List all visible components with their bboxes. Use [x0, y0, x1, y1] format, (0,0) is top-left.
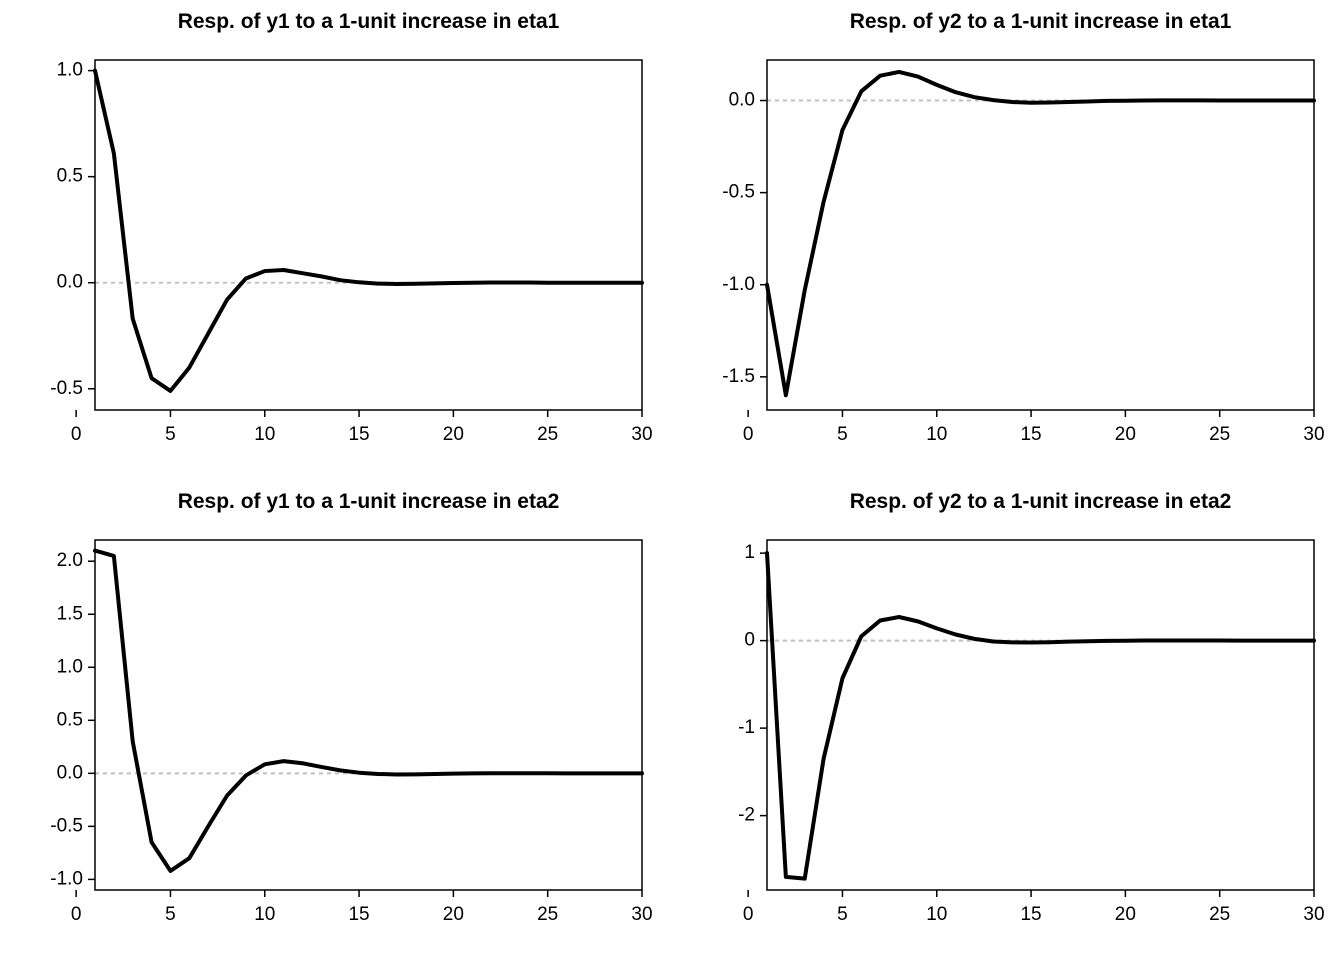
chart-title: Resp. of y1 to a 1-unit increase in eta1	[178, 10, 560, 33]
x-tick-label: 30	[1303, 904, 1324, 925]
x-tick-label: 0	[71, 904, 82, 925]
panel-y1-eta1: Resp. of y1 to a 1-unit increase in eta1…	[0, 0, 672, 480]
y-tick-label: 0.5	[57, 709, 83, 730]
y-tick-label: -2	[738, 805, 755, 826]
y-tick-label: 0	[744, 630, 755, 651]
x-tick-label: 20	[1115, 424, 1136, 445]
x-tick-label: 25	[537, 424, 558, 445]
x-tick-label: 10	[926, 424, 947, 445]
y-tick-label: -0.5	[50, 815, 83, 836]
x-tick-label: 15	[348, 904, 369, 925]
x-tick-label: 10	[254, 904, 275, 925]
x-tick-label: 30	[631, 904, 652, 925]
y-tick-label: 0.0	[729, 90, 755, 111]
chart-grid: Resp. of y1 to a 1-unit increase in eta1…	[0, 0, 1344, 960]
x-tick-label: 25	[537, 904, 558, 925]
y-tick-label: 0.0	[57, 762, 83, 783]
x-tick-label: 15	[1020, 424, 1041, 445]
x-tick-label: 20	[443, 904, 464, 925]
x-tick-label: 20	[1115, 904, 1136, 925]
y-tick-label: 1.5	[57, 603, 83, 624]
panel-y2-eta2: Resp. of y2 to a 1-unit increase in eta2…	[672, 480, 1344, 960]
y-tick-label: 0.0	[57, 272, 83, 293]
x-tick-label: 0	[71, 424, 82, 445]
chart-title: Resp. of y1 to a 1-unit increase in eta2	[178, 490, 560, 513]
x-tick-label: 30	[631, 424, 652, 445]
x-tick-label: 5	[165, 904, 176, 925]
x-tick-label: 10	[254, 424, 275, 445]
x-tick-label: 0	[743, 424, 754, 445]
y-tick-label: 0.5	[57, 166, 83, 187]
x-tick-label: 5	[837, 904, 848, 925]
x-tick-label: 15	[1020, 904, 1041, 925]
x-tick-label: 5	[837, 424, 848, 445]
y-tick-label: -1.0	[722, 274, 755, 295]
panel-y1-eta2: Resp. of y1 to a 1-unit increase in eta2…	[0, 480, 672, 960]
y-tick-label: -1	[738, 717, 755, 738]
chart-title: Resp. of y2 to a 1-unit increase in eta2	[850, 490, 1232, 513]
y-tick-label: 1.0	[57, 656, 83, 677]
y-tick-label: -1.0	[50, 868, 83, 889]
x-tick-label: 5	[165, 424, 176, 445]
y-tick-label: -0.5	[722, 182, 755, 203]
x-tick-label: 0	[743, 904, 754, 925]
x-tick-label: 15	[348, 424, 369, 445]
y-tick-label: 1	[744, 542, 755, 563]
x-tick-label: 30	[1303, 424, 1324, 445]
x-tick-label: 25	[1209, 424, 1230, 445]
y-tick-label: 1.0	[57, 60, 83, 81]
chart-title: Resp. of y2 to a 1-unit increase in eta1	[850, 10, 1232, 33]
y-tick-label: 2.0	[57, 550, 83, 571]
x-tick-label: 25	[1209, 904, 1230, 925]
x-tick-label: 10	[926, 904, 947, 925]
y-tick-label: -0.5	[50, 378, 83, 399]
x-tick-label: 20	[443, 424, 464, 445]
y-tick-label: -1.5	[722, 366, 755, 387]
panel-y2-eta1: Resp. of y2 to a 1-unit increase in eta1…	[672, 0, 1344, 480]
